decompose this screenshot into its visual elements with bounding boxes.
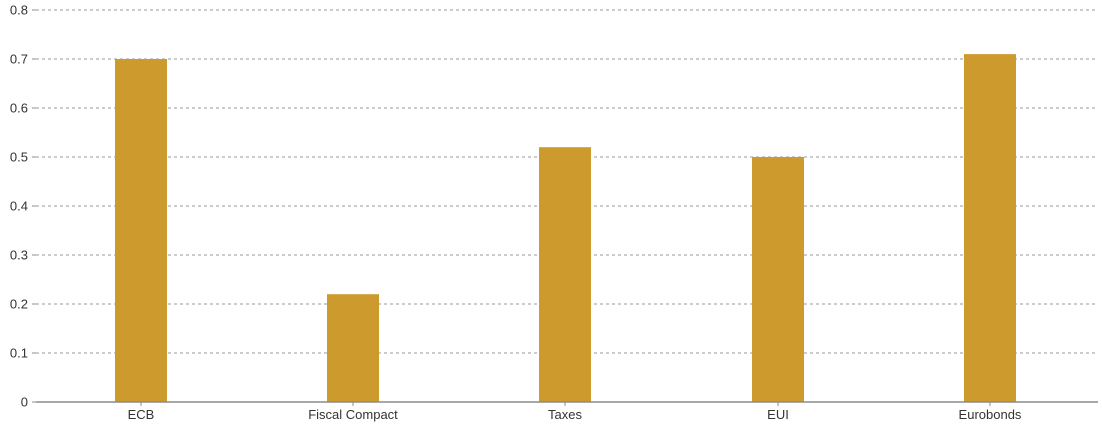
bar-eurobonds — [964, 54, 1016, 402]
y-tick-label: 0.3 — [10, 248, 28, 263]
y-tick-label: 0.7 — [10, 52, 28, 67]
x-tick-label: ECB — [128, 407, 155, 422]
y-tick-label: 0.2 — [10, 297, 28, 312]
x-axis-labels: ECB Fiscal Compact Taxes EUI Eurobonds — [128, 407, 1022, 422]
x-tick-label: EUI — [767, 407, 789, 422]
y-tick-label: 0.5 — [10, 150, 28, 165]
bar-eui — [752, 157, 804, 402]
x-tick-label: Eurobonds — [959, 407, 1022, 422]
y-tick-label: 0.4 — [10, 199, 28, 214]
y-axis-ticks: 0 0.1 0.2 0.3 0.4 0.5 0.6 0.7 0.8 — [10, 3, 36, 410]
bars — [115, 54, 1016, 402]
bar-fiscal-compact — [327, 294, 379, 402]
y-tick-label: 0.6 — [10, 101, 28, 116]
y-tick-label: 0.1 — [10, 346, 28, 361]
y-tick-label: 0 — [21, 395, 28, 410]
x-axis — [36, 401, 1098, 406]
bar-ecb — [115, 59, 167, 402]
x-tick-label: Fiscal Compact — [308, 407, 398, 422]
x-tick-label: Taxes — [548, 407, 582, 422]
bar-taxes — [539, 147, 591, 402]
y-tick-label: 0.8 — [10, 3, 28, 18]
